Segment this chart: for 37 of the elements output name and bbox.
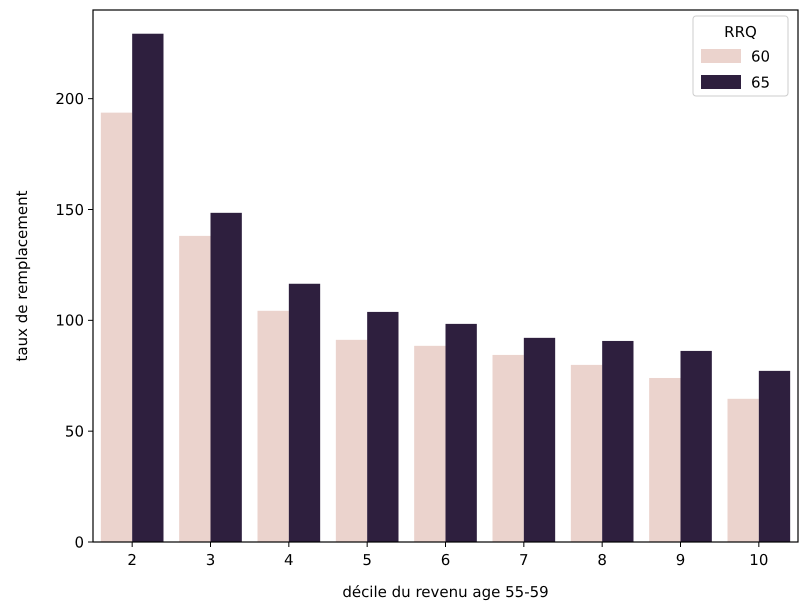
bar (210, 212, 242, 542)
bar (367, 312, 398, 542)
y-tick-label: 150 (55, 200, 84, 219)
bar (446, 324, 477, 542)
bar (132, 34, 164, 542)
y-tick-label: 100 (55, 312, 84, 330)
y-tick-label: 50 (64, 422, 84, 440)
x-axis-title: décile du revenu age 55-59 (342, 583, 549, 601)
y-axis-title: taux de remplacement (13, 190, 31, 362)
y-tick-label: 0 (74, 533, 84, 552)
bar (758, 370, 790, 542)
x-tick-label: 3 (206, 551, 216, 569)
x-tick-label: 7 (519, 551, 529, 569)
x-tick-label: 10 (749, 551, 768, 569)
x-tick-label: 4 (284, 551, 294, 569)
legend-label: 65 (751, 73, 770, 92)
bar (179, 236, 210, 542)
bar (649, 378, 680, 542)
bar (492, 354, 524, 542)
legend-title: RRQ (724, 23, 757, 41)
x-tick-label: 2 (127, 551, 137, 569)
y-tick-label: 200 (55, 90, 84, 108)
bar (570, 364, 602, 542)
bar (680, 350, 712, 542)
bar (524, 338, 556, 542)
bar (602, 340, 634, 542)
bar (414, 346, 446, 542)
bar (728, 398, 759, 542)
legend-label: 60 (751, 47, 770, 66)
x-tick-label: 5 (362, 551, 372, 569)
bar (100, 112, 132, 542)
bar (258, 310, 289, 542)
bar (336, 340, 368, 542)
x-tick-label: 8 (597, 551, 607, 569)
x-tick-label: 6 (440, 551, 450, 569)
bar (288, 284, 320, 542)
x-tick-label: 9 (676, 551, 686, 569)
